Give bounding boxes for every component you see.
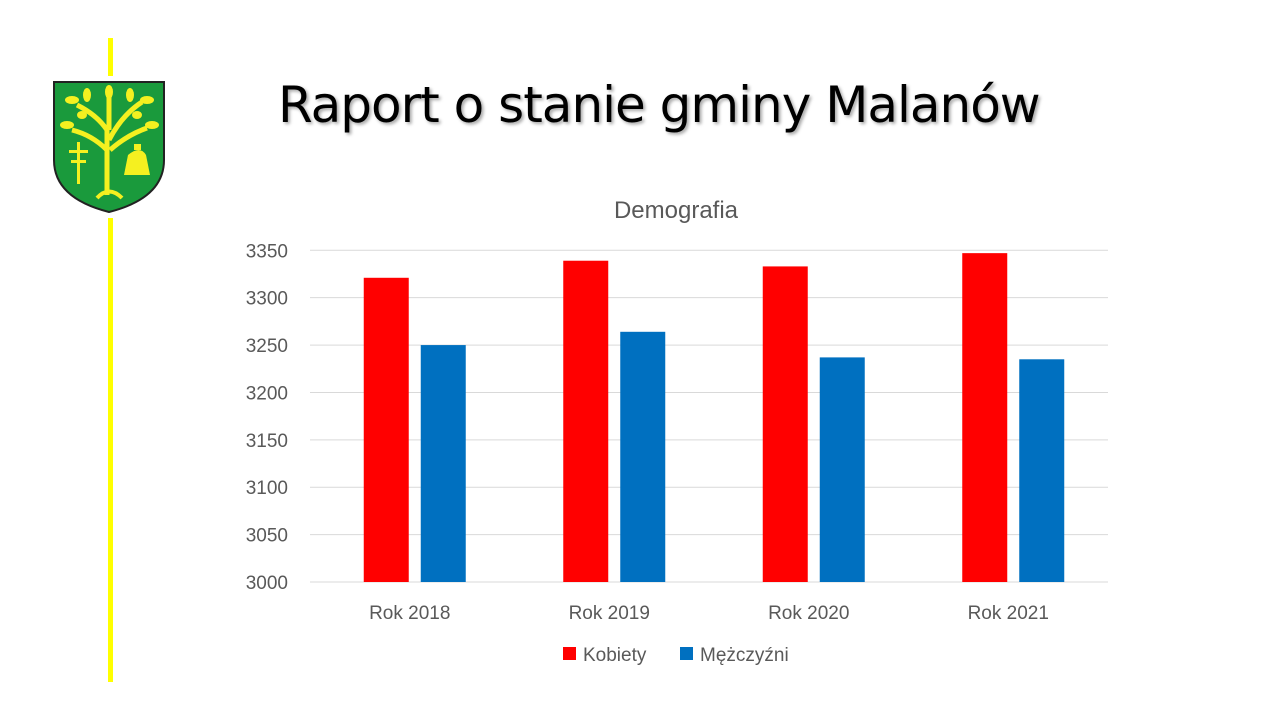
x-tick-label: Rok 2019 bbox=[569, 603, 650, 624]
x-tick-label: Rok 2018 bbox=[369, 603, 450, 624]
bar-mezczyzni-rok-2021 bbox=[1019, 359, 1065, 582]
bar-mezczyzni-rok-2019 bbox=[620, 331, 666, 582]
decorative-yellow-line-bottom bbox=[108, 218, 113, 682]
bar-kobiety-rok-2018 bbox=[363, 277, 409, 582]
y-tick-label: 3250 bbox=[246, 336, 288, 357]
y-tick-label: 3000 bbox=[246, 573, 288, 594]
slide-title: Raport o stanie gminy Malanów bbox=[278, 76, 1041, 134]
bar-kobiety-rok-2019 bbox=[563, 260, 609, 582]
legend-swatch-0 bbox=[563, 647, 576, 660]
bar-mezczyzni-rok-2020 bbox=[819, 357, 865, 582]
decorative-yellow-line-top bbox=[108, 38, 113, 76]
chart-title: Demografia bbox=[614, 197, 739, 224]
y-tick-label: 3300 bbox=[246, 289, 288, 310]
bar-kobiety-rok-2020 bbox=[762, 266, 808, 582]
legend-label: Kobiety bbox=[583, 645, 647, 666]
legend-label: Mężczyźni bbox=[700, 645, 789, 666]
y-tick-label: 3050 bbox=[246, 526, 288, 547]
y-tick-label: 3100 bbox=[246, 478, 288, 499]
y-tick-label: 3350 bbox=[246, 241, 288, 262]
legend-swatch-1 bbox=[680, 647, 693, 660]
y-tick-label: 3200 bbox=[246, 383, 288, 404]
x-tick-label: Rok 2020 bbox=[768, 603, 849, 624]
y-tick-label: 3150 bbox=[246, 431, 288, 452]
bar-mezczyzni-rok-2018 bbox=[420, 345, 466, 582]
x-tick-label: Rok 2021 bbox=[968, 603, 1049, 624]
coat-of-arms-logo bbox=[53, 81, 165, 214]
bar-kobiety-rok-2021 bbox=[962, 253, 1008, 583]
